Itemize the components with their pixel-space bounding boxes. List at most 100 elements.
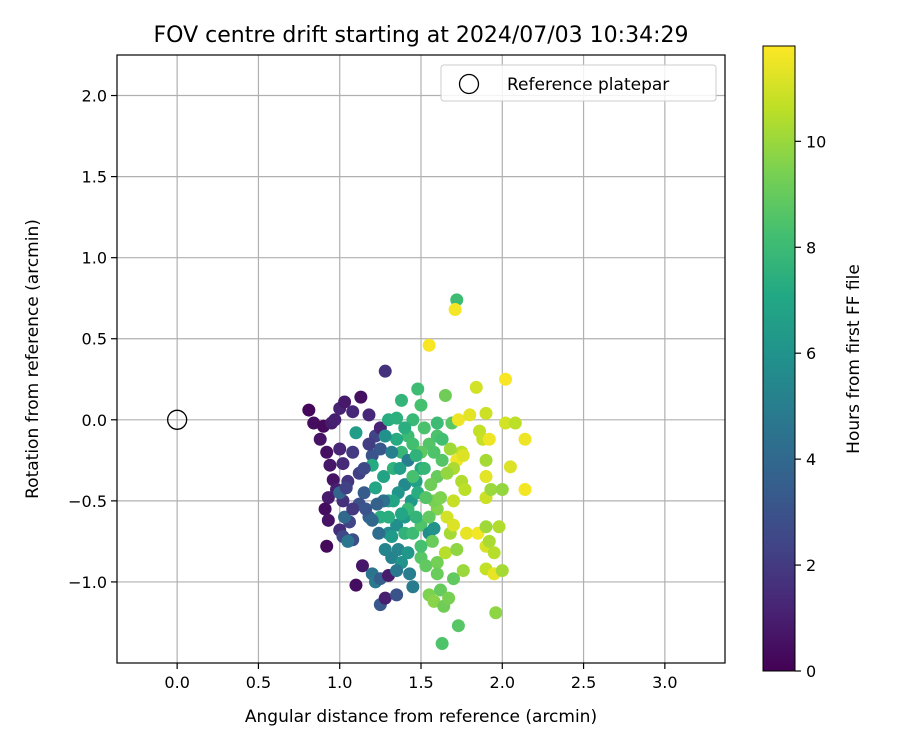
data-point	[406, 580, 420, 594]
y-tick-label: 1.0	[82, 249, 107, 268]
data-point	[451, 619, 465, 633]
data-point	[385, 530, 399, 544]
data-point	[377, 470, 391, 484]
colorbar-tick-label: 2	[806, 556, 816, 575]
chart-title: FOV centre drift starting at 2024/07/03 …	[154, 23, 689, 48]
y-tick-label: 0.5	[82, 330, 107, 349]
data-point	[438, 546, 452, 560]
data-point	[336, 457, 350, 471]
data-point	[492, 520, 506, 534]
data-point	[518, 432, 532, 446]
data-point	[354, 390, 368, 404]
data-point	[518, 483, 532, 497]
data-point	[320, 539, 334, 553]
data-point	[440, 466, 454, 480]
data-point	[370, 497, 384, 511]
data-point	[424, 478, 438, 492]
data-point	[409, 510, 423, 524]
data-point	[393, 461, 407, 475]
reference-point	[166, 409, 188, 430]
data-point	[313, 432, 327, 446]
data-point	[442, 591, 456, 605]
data-point	[333, 442, 347, 456]
data-point	[373, 442, 387, 456]
data-point	[435, 453, 449, 467]
data-point	[425, 534, 439, 548]
data-point	[321, 491, 335, 505]
data-point	[463, 408, 477, 422]
data-point	[406, 437, 420, 451]
grid	[117, 55, 725, 663]
data-point	[321, 513, 335, 527]
data-point	[394, 393, 408, 407]
data-point	[495, 564, 509, 578]
data-point	[338, 395, 352, 409]
data-point	[339, 481, 353, 495]
x-tick-label: 3.0	[652, 673, 677, 692]
data-point	[427, 445, 441, 459]
data-point	[434, 491, 448, 505]
colorbar: 0 2 4 6 8 10 Hours from first FF file	[762, 45, 864, 681]
data-point	[378, 429, 392, 443]
data-point	[427, 521, 441, 535]
data-point	[427, 594, 441, 608]
data-point	[495, 483, 509, 497]
data-point	[390, 432, 404, 446]
data-point	[307, 416, 321, 430]
data-point	[409, 448, 423, 462]
data-point	[391, 543, 405, 557]
legend-box	[440, 64, 717, 102]
x-tick-label: 1.5	[408, 673, 433, 692]
colorbar-tick-label: 8	[806, 238, 816, 257]
data-point	[368, 481, 382, 495]
colorbar-ticks: 0 2 4 6 8 10	[795, 132, 826, 681]
data-point	[357, 461, 371, 475]
data-point	[479, 406, 493, 420]
x-tick-label: 0.5	[246, 673, 271, 692]
data-point	[338, 510, 352, 524]
data-point	[362, 408, 376, 422]
data-point	[385, 445, 399, 459]
data-point	[450, 543, 464, 557]
data-point	[349, 426, 363, 440]
data-point	[381, 510, 395, 524]
data-point	[346, 445, 360, 459]
data-point	[447, 572, 461, 586]
colorbar-tick-label: 4	[806, 450, 816, 469]
colorbar-label: Hours from first FF file	[844, 264, 864, 454]
data-point	[451, 413, 465, 427]
data-point	[479, 520, 493, 534]
data-point	[378, 543, 392, 557]
data-point	[406, 413, 420, 427]
data-point	[430, 555, 444, 569]
data-point	[499, 416, 513, 430]
data-point	[390, 518, 404, 532]
legend-marker-open-circle	[458, 73, 480, 95]
data-point	[434, 583, 448, 597]
data-point	[448, 303, 462, 317]
x-tick-label: 0.0	[164, 673, 189, 692]
data-point	[482, 534, 496, 548]
data-point	[450, 293, 464, 307]
data-points	[302, 293, 532, 651]
data-point	[411, 382, 425, 396]
data-point	[414, 398, 428, 412]
data-point	[435, 637, 449, 651]
data-point	[346, 405, 360, 419]
data-point	[447, 518, 461, 532]
data-point	[320, 445, 334, 459]
data-point	[318, 502, 332, 516]
data-point	[458, 483, 472, 497]
data-point	[401, 546, 415, 560]
data-point	[378, 364, 392, 378]
data-point	[456, 564, 470, 578]
reference-marker	[166, 409, 188, 430]
data-point	[456, 448, 470, 462]
data-point	[372, 526, 386, 540]
data-point	[487, 546, 501, 560]
data-point	[390, 588, 404, 602]
data-point	[479, 470, 493, 484]
y-tick-label: −1.0	[68, 573, 107, 592]
data-point	[469, 380, 483, 394]
colorbar-gradient	[762, 45, 796, 672]
